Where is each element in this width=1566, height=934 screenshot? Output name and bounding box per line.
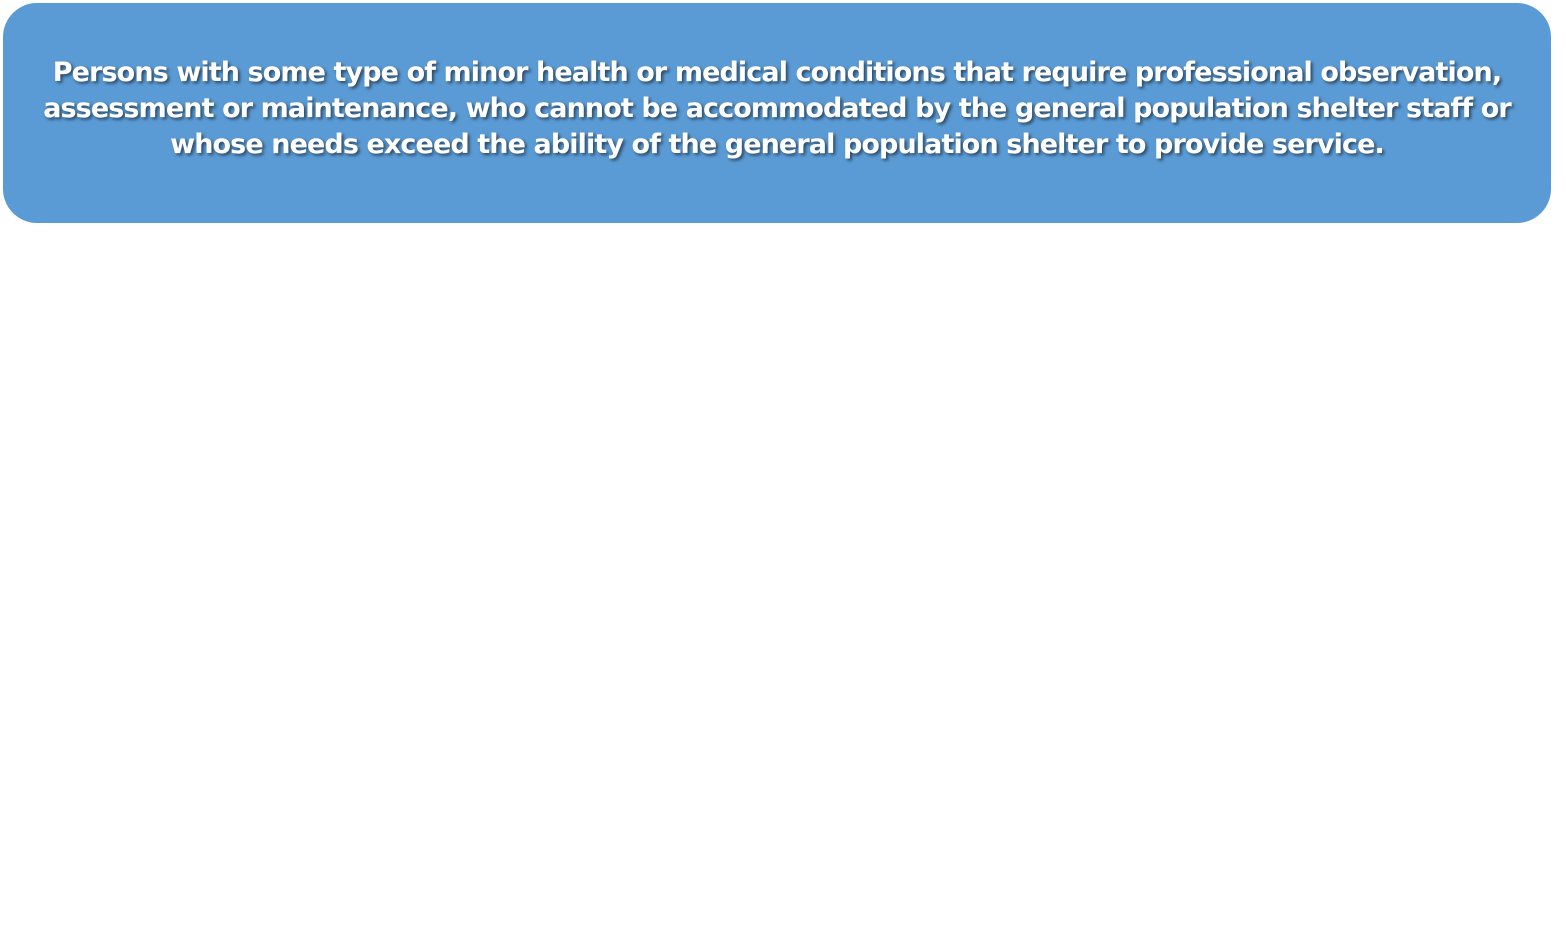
definition-text: Persons with some type of minor health o…	[43, 57, 1512, 160]
definition-box: Persons with some type of minor health o…	[3, 3, 1551, 223]
